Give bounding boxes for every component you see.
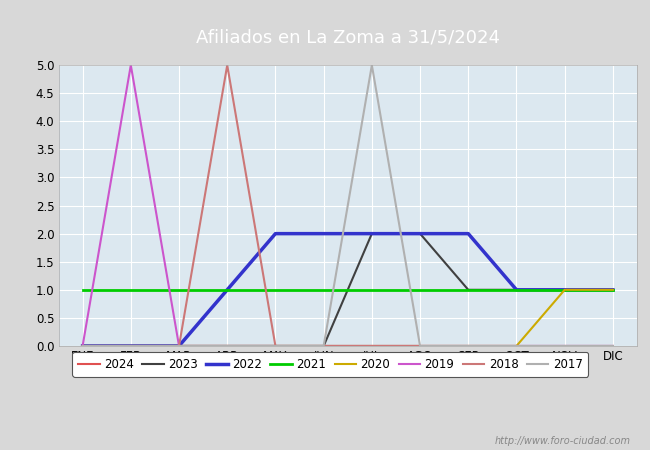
Text: http://www.foro-ciudad.com: http://www.foro-ciudad.com	[495, 436, 630, 446]
Text: Afiliados en La Zoma a 31/5/2024: Afiliados en La Zoma a 31/5/2024	[196, 28, 500, 46]
Legend: 2024, 2023, 2022, 2021, 2020, 2019, 2018, 2017: 2024, 2023, 2022, 2021, 2020, 2019, 2018…	[72, 352, 588, 377]
